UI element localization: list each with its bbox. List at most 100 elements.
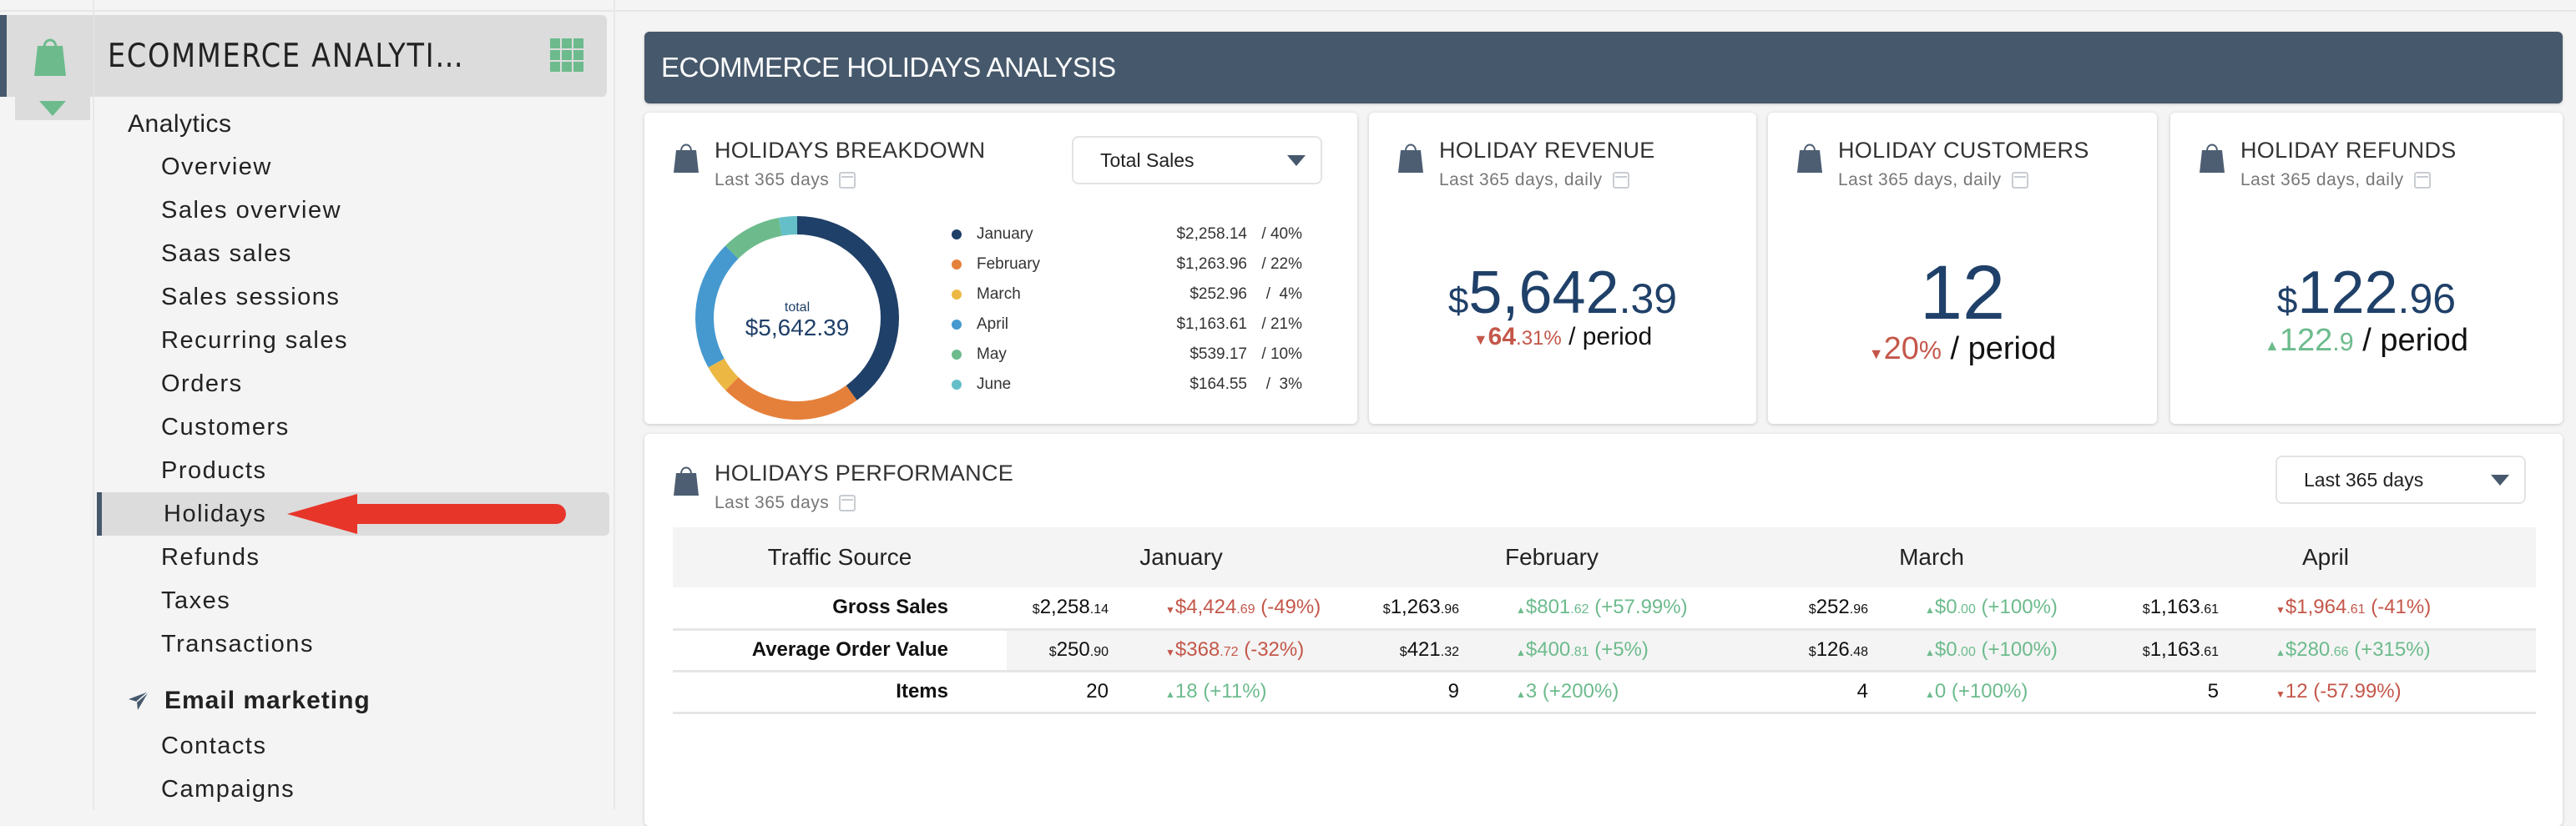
- sidebar-item-overview[interactable]: Overview: [94, 145, 607, 189]
- sidebar-item-sales-overview[interactable]: Sales overview: [94, 189, 607, 232]
- calendar-icon[interactable]: [839, 172, 856, 189]
- sidebar-item-orders[interactable]: Orders: [94, 362, 607, 405]
- legend-percent: / 22%: [1261, 255, 1302, 273]
- metric-change: ▼$368.72 (-32%): [1130, 629, 1356, 672]
- change-percent: (+100%): [1951, 680, 2028, 703]
- column-header[interactable]: Traffic Source: [673, 527, 1007, 587]
- row-label: Items: [673, 671, 1007, 714]
- trend-up-icon: ▲: [1165, 688, 1175, 700]
- apps-grid-icon[interactable]: [550, 38, 583, 72]
- column-header[interactable]: April: [2115, 527, 2536, 587]
- change-percent: (-49%): [1260, 596, 1321, 619]
- date-range-value: Last 365 days: [2304, 468, 2424, 491]
- card-title: HOLIDAYS PERFORMANCE: [715, 461, 1014, 486]
- trend-up-icon: ▲: [2275, 647, 2286, 658]
- calendar-icon[interactable]: [1612, 172, 1629, 189]
- legend-item[interactable]: January $2,258.14 / 40%: [952, 219, 1302, 249]
- sidebar-item-label: Taxes: [161, 587, 231, 614]
- donut-slice-april[interactable]: [695, 245, 739, 368]
- metric-change: ▲$0.00 (+100%): [1890, 629, 2115, 672]
- kpi-delta: ▼20% / period: [1768, 331, 2157, 367]
- sidebar-item-customers[interactable]: Customers: [94, 405, 607, 449]
- holidays-breakdown-card: HOLIDAYS BREAKDOWN Last 365 days Total S…: [644, 113, 1357, 424]
- calendar-icon[interactable]: [2413, 172, 2431, 189]
- currency: $: [1048, 645, 1057, 659]
- legend-swatch: [952, 380, 962, 390]
- metric-select[interactable]: Total Sales: [1072, 136, 1322, 184]
- shopping-bag-icon: [1797, 144, 1822, 173]
- trend-down-icon: ▼: [2275, 688, 2286, 700]
- sidebar-item-sales-sessions[interactable]: Sales sessions: [94, 275, 607, 319]
- legend-item[interactable]: June $164.55 / 3%: [952, 370, 1302, 400]
- donut-slice-june[interactable]: [778, 216, 797, 236]
- calendar-icon[interactable]: [2011, 172, 2028, 189]
- donut-slice-may[interactable]: [725, 218, 782, 259]
- sidebar-item-label: Sales overview: [161, 197, 342, 224]
- metric-change: ▼$1,964.61 (-41%): [2240, 587, 2536, 631]
- legend-item[interactable]: April $1,163.61 / 21%: [952, 310, 1302, 340]
- sidebar-item-saas-sales[interactable]: Saas sales: [94, 232, 607, 275]
- value-main: 252: [1816, 596, 1850, 619]
- sidebar-item-products[interactable]: Products: [94, 449, 607, 492]
- change-percent: (+5%): [1594, 638, 1649, 661]
- value-dec: .32: [1440, 645, 1459, 659]
- sidebar-item-holidays[interactable]: Holidays: [97, 492, 609, 536]
- kpi-currency: $: [2276, 280, 2298, 321]
- chevron-down-icon: [39, 101, 66, 116]
- sidebar-item-contacts[interactable]: Contacts: [94, 724, 607, 768]
- shopping-bag-icon: [2200, 144, 2225, 173]
- change-dec: .61: [2346, 602, 2366, 617]
- shopify-app-switcher[interactable]: [0, 15, 93, 97]
- app-brand[interactable]: ECOMMERCE ANALYTI…: [94, 15, 607, 97]
- value-main: 1,163: [2149, 596, 2200, 619]
- column-header[interactable]: March: [1748, 527, 2115, 587]
- change-dec: .62: [1570, 602, 1589, 617]
- legend-item[interactable]: February $1,263.96 / 22%: [952, 249, 1302, 280]
- app-title: ECOMMERCE ANALYTI…: [108, 37, 465, 75]
- column-header[interactable]: January: [1007, 527, 1356, 587]
- kpi-delta-int: 122: [2279, 323, 2333, 358]
- value-dec: .96: [1849, 602, 1868, 617]
- sidebar-item-recurring-sales[interactable]: Recurring sales: [94, 319, 607, 362]
- change-main: $400: [1525, 638, 1571, 661]
- change-percent: (+100%): [1981, 638, 2058, 661]
- sidebar-item-campaigns[interactable]: Campaigns: [94, 768, 607, 811]
- change-main: $801: [1525, 596, 1571, 619]
- kpi-delta-change: ▲122.9: [2265, 323, 2354, 358]
- donut-slice-january[interactable]: [797, 216, 899, 400]
- change-percent: (+200%): [1542, 680, 1619, 703]
- donut-center-value: $5,642.39: [745, 315, 850, 340]
- value-dec: .61: [2200, 602, 2219, 617]
- trend-down-icon: ▼: [1472, 331, 1488, 348]
- expand-toggle[interactable]: [15, 97, 90, 120]
- sidebar-item-taxes[interactable]: Taxes: [94, 579, 607, 622]
- trend-up-icon: ▲: [1925, 647, 1935, 658]
- metric-change: ▲3 (+200%): [1481, 671, 1748, 714]
- metric-value: 5: [2115, 671, 2240, 714]
- date-range-select[interactable]: Last 365 days: [2275, 456, 2526, 504]
- card-subtitle: Last 365 days, daily: [1838, 170, 2002, 189]
- column-header[interactable]: February: [1356, 527, 1748, 587]
- donut-slice-march[interactable]: [708, 358, 739, 390]
- shopping-bag-icon: [1398, 144, 1423, 173]
- calendar-icon[interactable]: [839, 495, 856, 511]
- currency: $: [1808, 645, 1816, 659]
- sidebar-item-transactions[interactable]: Transactions: [94, 622, 607, 666]
- shopping-bag-icon: [674, 466, 699, 496]
- change-dec: .00: [1957, 602, 1976, 617]
- kpi-delta-dec: .31%: [1516, 327, 1562, 350]
- legend-item[interactable]: March $252.96 / 4%: [952, 280, 1302, 310]
- metric-value: $1,163.61: [2115, 629, 2240, 672]
- nav-group-email-marketing[interactable]: Email marketing: [94, 677, 615, 724]
- change-main: 18: [1174, 680, 1198, 703]
- value-main: 1,163: [2149, 638, 2200, 661]
- metric-change: ▲$0.00 (+100%): [1890, 587, 2115, 631]
- legend-item[interactable]: May $539.17 / 10%: [952, 340, 1302, 370]
- change-main: $0: [1934, 596, 1957, 619]
- nav-group-label: Analytics: [128, 110, 232, 138]
- change-dec: .00: [1957, 645, 1976, 659]
- donut-slice-february[interactable]: [725, 377, 857, 420]
- nav-group-analytics[interactable]: Analytics: [94, 103, 615, 145]
- sidebar-item-refunds[interactable]: Refunds: [94, 536, 607, 579]
- paper-plane-icon: [129, 691, 149, 710]
